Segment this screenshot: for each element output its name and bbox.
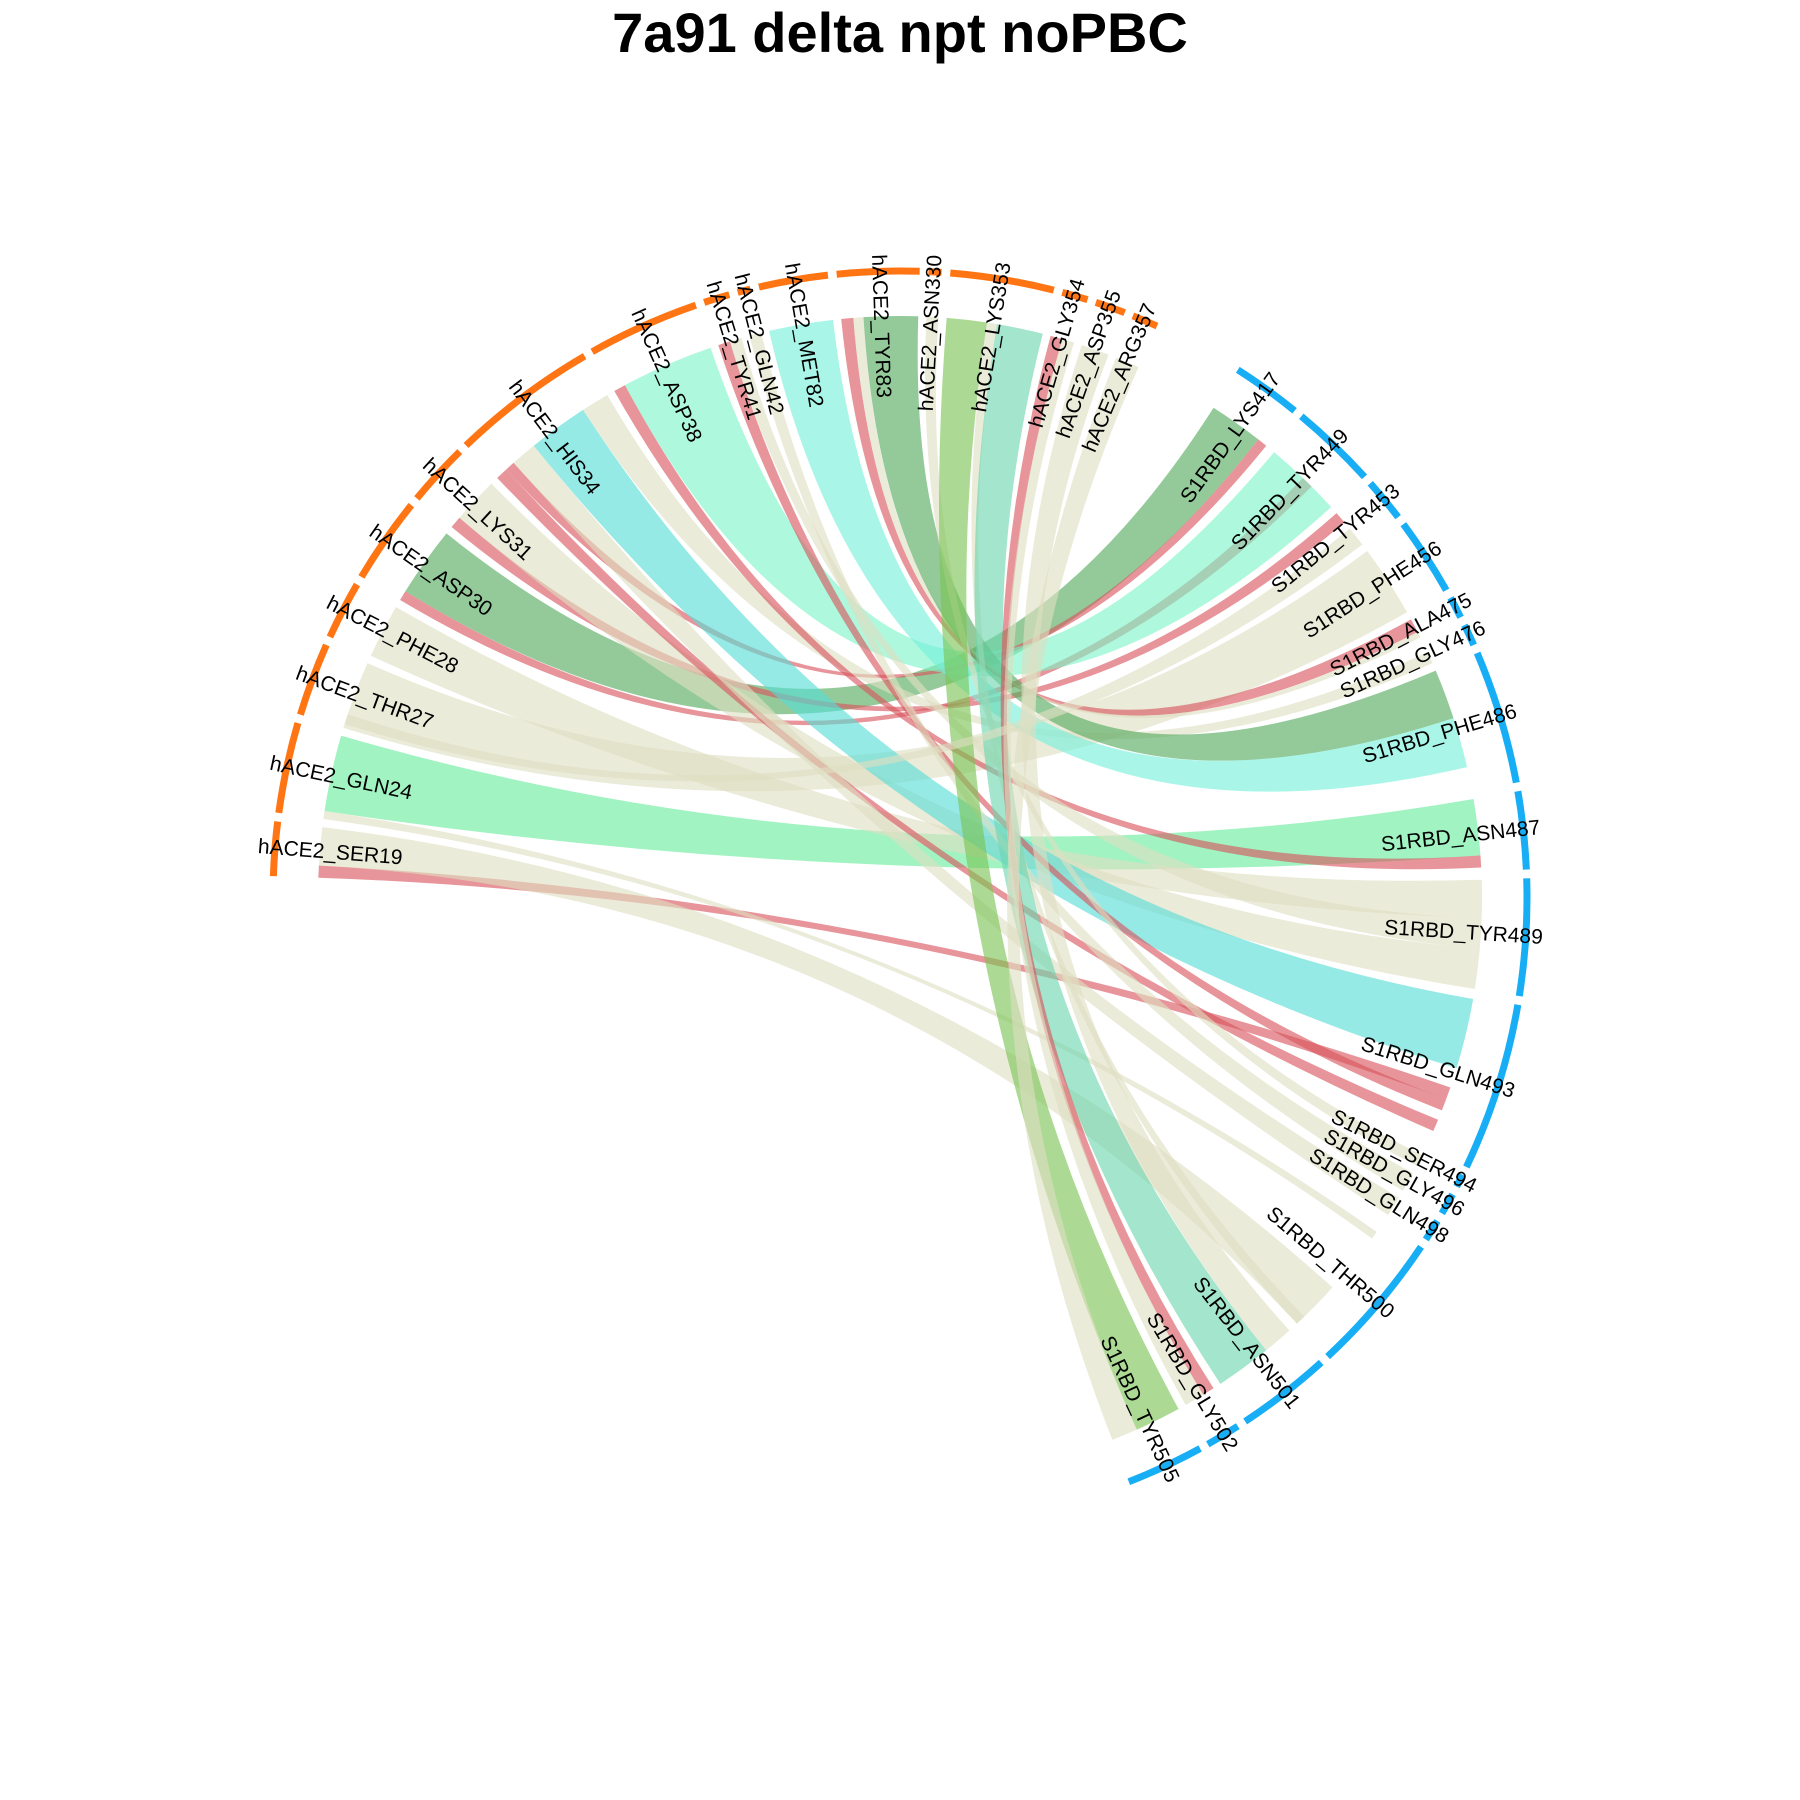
segment-arc xyxy=(1206,1423,1240,1448)
chord-link xyxy=(324,735,1481,870)
segment-arc xyxy=(1463,1004,1522,1169)
segment-arc xyxy=(1515,878,1531,997)
segment-arc xyxy=(1299,413,1368,480)
chord-link xyxy=(506,439,1267,678)
segment-arc xyxy=(275,722,302,814)
segment-arc xyxy=(736,285,752,296)
segment-arc xyxy=(703,291,731,306)
segment-arc xyxy=(1243,1359,1324,1425)
segment-arc xyxy=(1438,1192,1456,1216)
chord-link xyxy=(459,483,1480,990)
chord-link xyxy=(729,337,1482,949)
segment-arc xyxy=(297,643,330,716)
segment-arc xyxy=(1235,366,1297,414)
segment-arc xyxy=(836,267,920,278)
chord-link xyxy=(370,607,1483,919)
segment-arc xyxy=(358,502,415,579)
segment-arc xyxy=(1127,1445,1202,1486)
chord-link xyxy=(343,551,1408,792)
segment-arc xyxy=(326,582,361,639)
segment-arc xyxy=(949,269,1055,294)
segment-arc xyxy=(1453,1173,1466,1189)
chord-link xyxy=(533,409,1474,1069)
segment-arc xyxy=(414,449,463,501)
chord-link xyxy=(863,316,1454,761)
chord-link xyxy=(938,317,1179,1430)
segment-arc xyxy=(1473,651,1520,784)
segment-arc xyxy=(1422,1219,1441,1242)
chord-link xyxy=(974,324,1267,1384)
segment-label: hACE2_TYR83 xyxy=(867,254,895,398)
segment-arc xyxy=(1514,790,1530,870)
segment-arc xyxy=(1094,299,1126,316)
arcs-layer xyxy=(269,267,1531,1486)
segment-arc xyxy=(1461,623,1477,647)
segment-arc xyxy=(1061,288,1089,304)
chord-link xyxy=(769,319,1468,792)
segment-arc xyxy=(269,821,282,877)
chord-link xyxy=(1007,357,1139,1440)
segment-arc xyxy=(590,301,698,355)
segment-arc xyxy=(1400,522,1450,592)
segment-label: hACE2_ASN330 xyxy=(915,254,947,411)
segment-arc xyxy=(463,353,587,448)
segment-arc xyxy=(1447,596,1464,619)
segment-arc xyxy=(1131,312,1159,330)
chart-title: 7a91 delta npt noPBC xyxy=(612,1,1188,64)
segment-arc xyxy=(1325,1244,1424,1360)
segment-arc xyxy=(1367,481,1401,520)
segment-arc xyxy=(758,271,829,291)
links-layer xyxy=(318,316,1483,1440)
segment-arc xyxy=(928,268,942,276)
chord-link xyxy=(624,347,1332,677)
